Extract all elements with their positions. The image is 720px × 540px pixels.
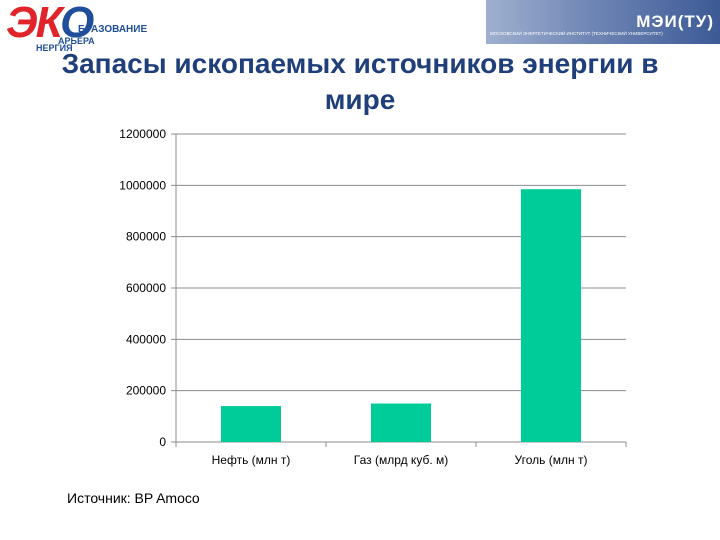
logo: ЭКО БРАЗОВАНИЕ АРЬЕРА НЕРГИЯ <box>6 0 166 54</box>
x-tick-label: Газ (млрд куб. м) <box>354 453 449 467</box>
logo-line-2: АРЬЕРА <box>58 36 95 46</box>
source-label: Источник: BP Amoco <box>67 490 200 506</box>
bar <box>371 403 431 442</box>
y-tick-label: 0 <box>159 435 166 449</box>
y-tick-label: 1000000 <box>119 178 166 192</box>
banner-subtitle: МОСКОВСКИЙ ЭНЕРГЕТИЧЕСКИЙ ИНСТИТУТ (ТЕХН… <box>490 31 663 36</box>
y-tick-label: 800000 <box>126 230 166 244</box>
x-tick-label: Нефть (млн т) <box>212 453 291 467</box>
bar <box>221 406 281 442</box>
banner-title: МЭИ(ТУ) <box>636 12 714 31</box>
y-tick-label: 1200000 <box>119 127 166 141</box>
x-tick-label: Уголь (млн т) <box>515 453 588 467</box>
chart-title: Запасы ископаемых источников энергии в м… <box>61 48 659 115</box>
logo-text-blue: О <box>60 0 94 47</box>
logo-mark: ЭКО <box>6 0 94 48</box>
bar <box>521 189 581 442</box>
y-tick-label: 200000 <box>126 384 166 398</box>
y-tick-label: 400000 <box>126 332 166 346</box>
logo-line-1: БРАЗОВАНИЕ <box>78 24 148 35</box>
logo-line-3: НЕРГИЯ <box>36 43 73 53</box>
logo-text-red: ЭК <box>6 0 62 47</box>
y-tick-label: 600000 <box>126 281 166 295</box>
institute-banner: МЭИ(ТУ) МОСКОВСКИЙ ЭНЕРГЕТИЧЕСКИЙ ИНСТИТ… <box>486 0 720 44</box>
